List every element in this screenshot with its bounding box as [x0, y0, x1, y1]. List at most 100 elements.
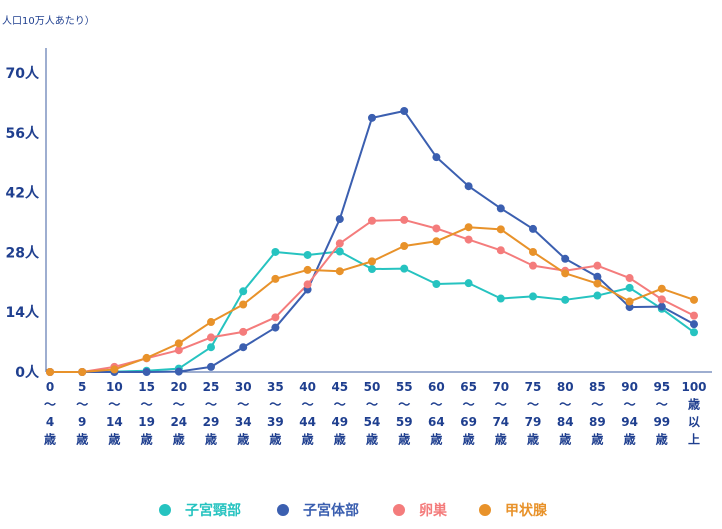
series-line-group: [50, 110, 695, 373]
x-tick-label: 35: [267, 380, 284, 394]
x-tick-label: 29: [203, 415, 220, 429]
x-tick-label: ～: [334, 398, 346, 412]
data-point: [303, 280, 312, 289]
data-point: [46, 368, 54, 376]
data-point: [239, 300, 248, 309]
x-tick-label: ～: [76, 398, 88, 412]
legend-marker: [277, 504, 289, 516]
data-point: [368, 257, 376, 266]
x-tick-label: 94: [621, 415, 638, 429]
data-point: [303, 265, 312, 274]
x-tick-label: ～: [495, 398, 507, 412]
data-point: [464, 182, 473, 191]
y-tick-label: 28人: [6, 244, 40, 261]
x-tick-label: 95: [653, 380, 670, 394]
data-point: [690, 320, 698, 329]
data-point: [400, 264, 409, 273]
series-point-group: [46, 107, 698, 376]
data-point: [593, 291, 602, 300]
data-point: [368, 113, 376, 122]
data-point: [464, 223, 473, 232]
x-tick-label: 歳: [527, 432, 539, 447]
x-tick-label: 49: [331, 415, 348, 429]
data-point: [690, 311, 698, 320]
x-tick-label: 60: [428, 380, 445, 394]
x-tick-label: ～: [591, 398, 603, 412]
data-point: [400, 107, 409, 116]
data-point: [335, 239, 344, 248]
data-point: [625, 303, 634, 312]
x-tick-label: 歳: [44, 432, 56, 447]
x-tick-label: 14: [106, 415, 123, 429]
legend-label: 卵巣: [419, 502, 448, 519]
x-tick-label: 64: [428, 415, 445, 429]
x-tick-label: 5: [78, 380, 86, 394]
data-point: [174, 339, 183, 348]
data-point: [400, 215, 409, 224]
x-tick-label: 20: [170, 380, 187, 394]
data-point: [78, 368, 87, 376]
data-point: [368, 265, 376, 274]
data-point: [207, 362, 215, 371]
legend-marker: [393, 504, 405, 516]
x-tick-label: 10: [106, 380, 123, 394]
x-tick-label: 9: [78, 415, 86, 429]
data-point: [207, 333, 215, 342]
x-tick-label: 70: [492, 380, 509, 394]
x-tick-label: 65: [460, 380, 477, 394]
data-point: [432, 224, 441, 233]
x-tick-label: 歳: [237, 432, 249, 447]
x-tick-label: 100: [681, 380, 706, 394]
x-tick-label: 69: [460, 415, 477, 429]
x-tick-label: 25: [203, 380, 220, 394]
x-tick-label: 歳: [302, 432, 314, 447]
data-point: [207, 343, 215, 352]
data-point: [593, 272, 602, 281]
data-point: [529, 292, 537, 301]
data-point: [625, 283, 634, 292]
y-tick-label: 56人: [6, 125, 40, 142]
x-tick-label: ～: [302, 398, 314, 412]
x-tick-label: 45: [331, 380, 348, 394]
x-tick-label: 89: [589, 415, 606, 429]
data-point: [174, 367, 183, 376]
x-tick-label: 歳: [76, 432, 88, 447]
legend-marker: [479, 504, 491, 516]
x-tick-label: 上: [688, 432, 700, 447]
x-tick-label: ～: [366, 398, 378, 412]
data-point: [690, 295, 698, 304]
data-point: [657, 295, 666, 304]
x-tick-label: 歳: [559, 432, 571, 447]
legend: 子宮頸部 子宮体部 卵巣 甲状腺: [159, 502, 548, 519]
data-point: [496, 294, 505, 303]
y-tick-label: 14人: [6, 304, 40, 321]
x-tick-label: 歳: [591, 432, 603, 447]
data-point: [496, 204, 505, 213]
x-tick-label: 歳: [624, 432, 636, 447]
x-tick-label: 以: [688, 415, 700, 429]
x-tick-label: 85: [589, 380, 606, 394]
x-tick-label: 歳: [205, 432, 217, 447]
x-tick-label: 90: [621, 380, 638, 394]
legend-label: 子宮頸部: [185, 502, 241, 519]
x-tick-label: ～: [624, 398, 636, 412]
legend-marker: [159, 504, 171, 516]
x-tick-label: ～: [108, 398, 120, 412]
data-point: [271, 313, 280, 322]
x-tick-label: 歳: [430, 432, 442, 447]
x-tick-label: ～: [398, 398, 410, 412]
data-point: [464, 235, 473, 244]
x-tick-label: 80: [557, 380, 574, 394]
data-point: [529, 247, 537, 256]
x-tick-label: ～: [237, 398, 249, 412]
x-tick-label: 歳: [398, 432, 410, 447]
data-point: [110, 365, 119, 374]
data-point: [271, 274, 280, 283]
x-tick-label: 59: [396, 415, 413, 429]
data-point: [464, 279, 473, 288]
x-tick-label: 歳: [108, 432, 120, 447]
data-point: [625, 274, 634, 283]
x-tick-label: ～: [44, 398, 56, 412]
